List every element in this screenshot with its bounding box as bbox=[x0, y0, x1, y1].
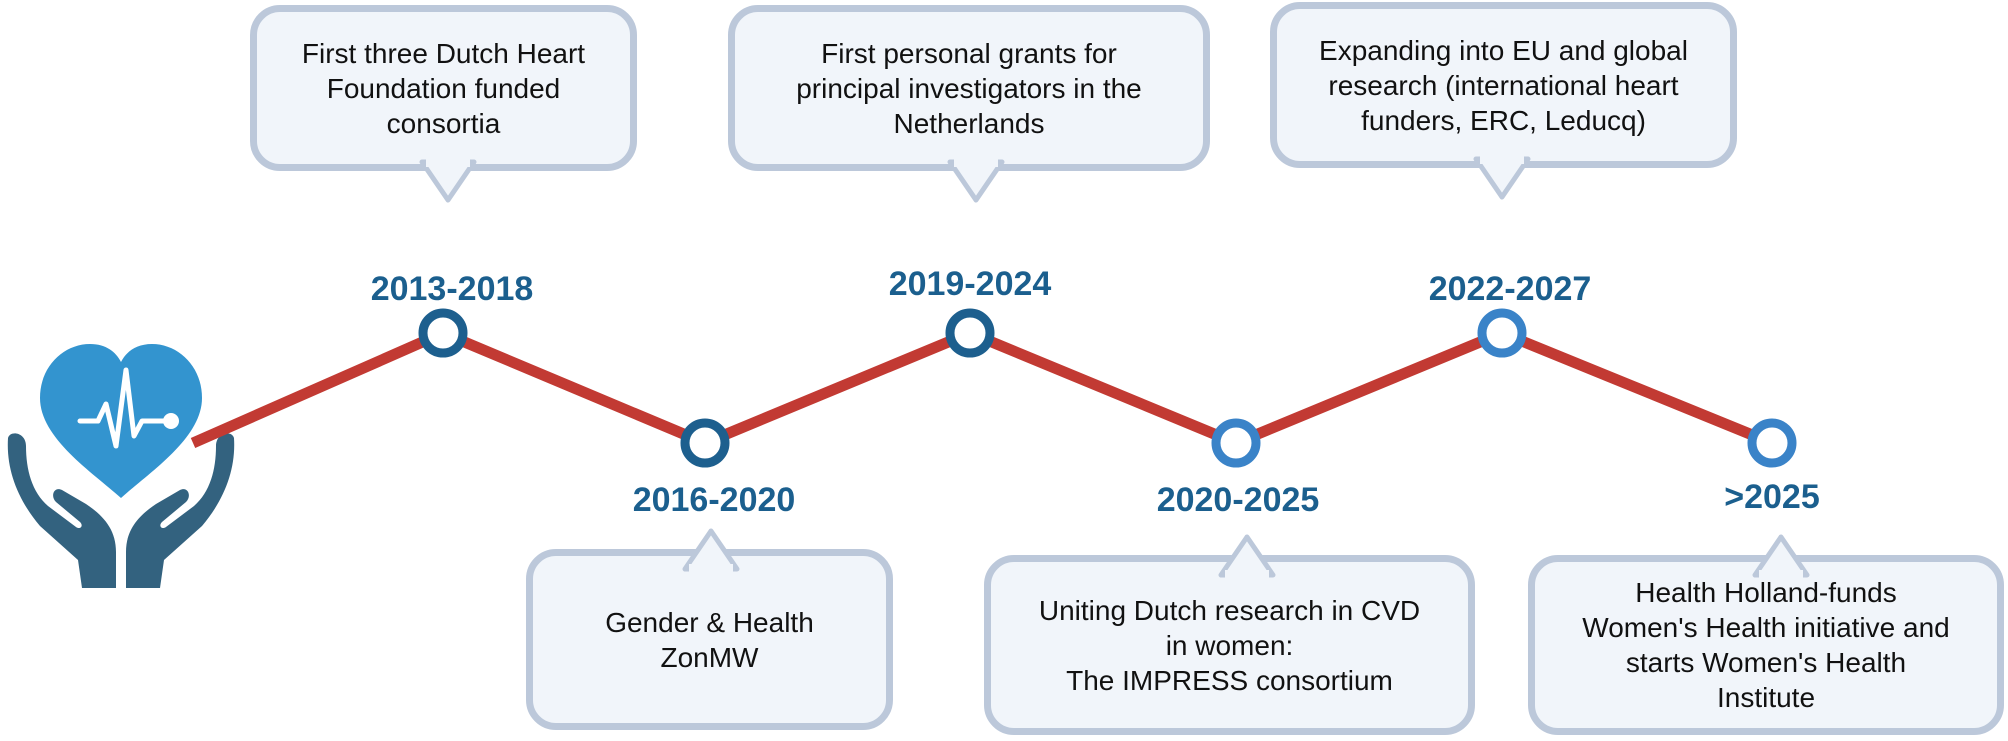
year-label: 2019-2024 bbox=[888, 265, 1052, 303]
callout-text: First three Dutch Heart Foundation funde… bbox=[301, 37, 586, 139]
callout-box: First three Dutch Heart Foundation funde… bbox=[250, 5, 637, 171]
timeline-node bbox=[1747, 418, 1797, 468]
callout-text: Uniting Dutch research in CVD in women: … bbox=[1038, 594, 1421, 696]
callout-pointer bbox=[1218, 534, 1276, 579]
callout-box: First personal grants for principal inve… bbox=[728, 5, 1210, 171]
callout-pointer bbox=[1473, 155, 1531, 200]
callout-text: Expanding into EU and global research (i… bbox=[1319, 34, 1688, 136]
heart-in-hands-icon bbox=[7, 344, 235, 588]
callout-text: Health Holland-funds Women's Health init… bbox=[1582, 577, 1950, 713]
callout-box: Uniting Dutch research in CVD in women: … bbox=[984, 555, 1475, 735]
callout-box: Health Holland-funds Women's Health init… bbox=[1528, 555, 2004, 735]
year-label: 2016-2020 bbox=[632, 481, 796, 519]
callout-text: Gender & Health ZonMW bbox=[605, 606, 814, 673]
callout-box: Expanding into EU and global research (i… bbox=[1270, 2, 1737, 168]
timeline-node bbox=[945, 308, 995, 358]
right-hand-icon bbox=[126, 433, 235, 588]
timeline-node bbox=[1477, 308, 1527, 358]
left-hand-highlight bbox=[68, 481, 112, 496]
callout-text: First personal grants for principal inve… bbox=[796, 37, 1142, 139]
callout-pointer bbox=[419, 158, 477, 203]
year-label: >2025 bbox=[1724, 478, 1820, 516]
left-hand-icon bbox=[7, 433, 117, 588]
pulse-dot bbox=[163, 413, 179, 429]
year-label: 2013-2018 bbox=[370, 270, 534, 308]
right-hand-highlight bbox=[130, 481, 174, 496]
year-label: 2020-2025 bbox=[1156, 481, 1320, 519]
callout-pointer bbox=[947, 158, 1005, 203]
callout-pointer bbox=[1752, 534, 1810, 579]
timeline-node bbox=[418, 308, 468, 358]
heartbeat-pulse-icon bbox=[77, 367, 168, 449]
timeline-node bbox=[680, 418, 730, 468]
callout-box: Gender & Health ZonMW bbox=[526, 549, 893, 730]
timeline-node bbox=[1211, 418, 1261, 468]
year-label: 2022-2027 bbox=[1428, 270, 1592, 308]
callout-pointer bbox=[682, 528, 740, 573]
